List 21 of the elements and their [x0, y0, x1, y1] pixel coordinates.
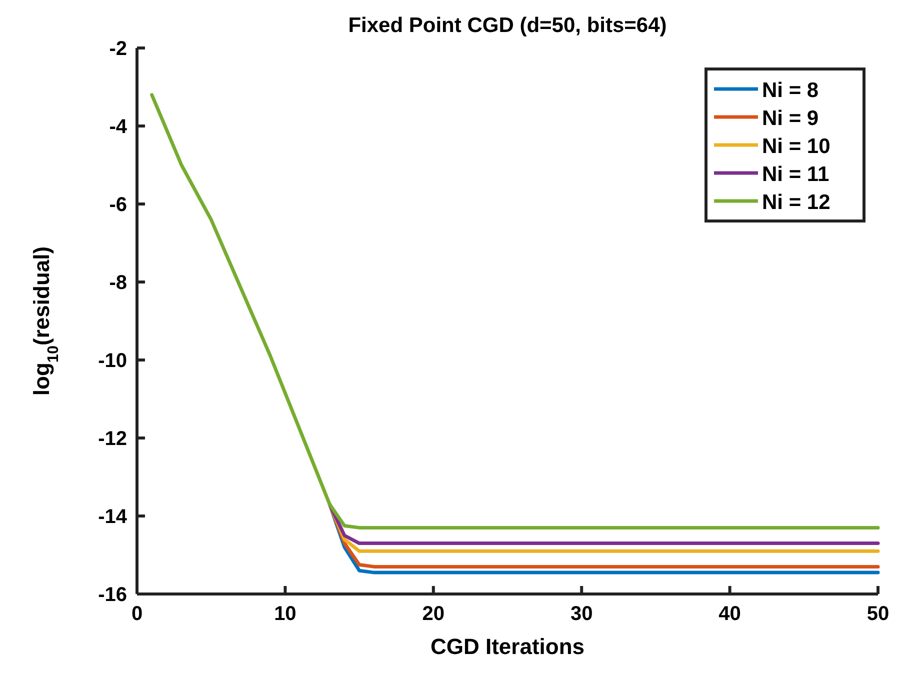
legend-label: Ni = 10	[762, 135, 830, 158]
legend-label: Ni = 8	[762, 79, 819, 102]
legend-label: Ni = 12	[762, 191, 830, 214]
y-tick-label: -10	[98, 350, 127, 372]
y-tick-label: -8	[109, 272, 127, 294]
y-tick-label: -16	[98, 584, 127, 606]
legend-label: Ni = 9	[762, 107, 819, 130]
x-tick-label: 30	[570, 603, 593, 625]
x-tick-label: 40	[718, 603, 741, 625]
chart-title: Fixed Point CGD (d=50, bits=64)	[348, 14, 667, 37]
x-tick-label: 50	[866, 603, 890, 625]
legend-label: Ni = 11	[762, 163, 830, 186]
y-tick-label: -6	[109, 194, 127, 216]
x-axis-title: CGD Iterations	[430, 634, 585, 659]
y-tick-label: -14	[98, 506, 128, 528]
y-tick-label: -12	[98, 428, 127, 450]
y-tick-label: -4	[109, 116, 128, 138]
x-tick-label: 10	[274, 603, 296, 625]
x-tick-label: 0	[131, 603, 143, 625]
x-tick-label: 20	[422, 603, 445, 625]
y-tick-label: -2	[109, 38, 127, 60]
